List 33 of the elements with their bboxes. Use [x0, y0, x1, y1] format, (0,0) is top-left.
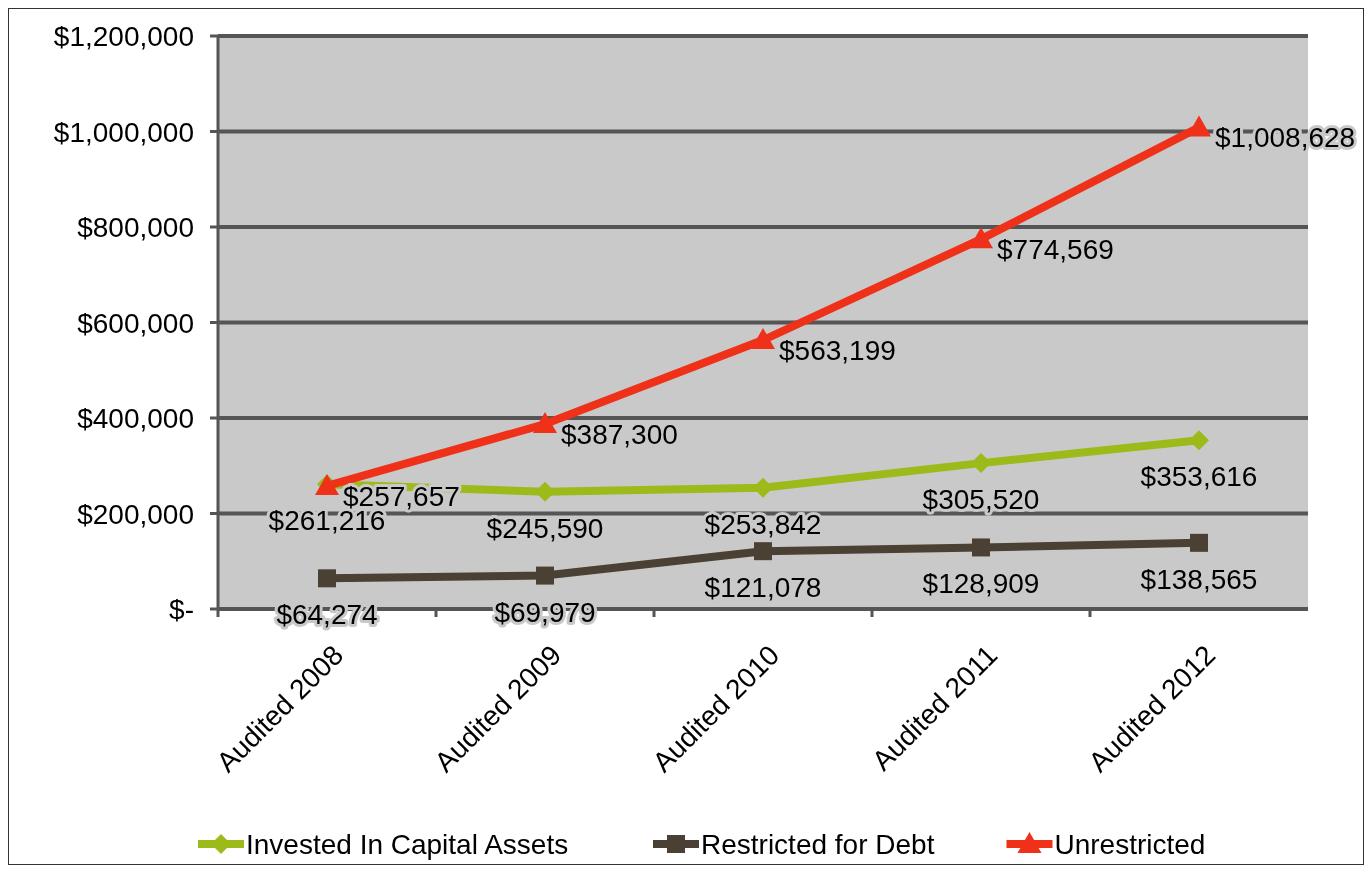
point	[751, 328, 775, 350]
y-tick-label: $400,000	[77, 403, 194, 434]
data-label: $774,569	[997, 234, 1114, 266]
point	[1187, 115, 1211, 137]
y-tick-label: $1,200,000	[53, 21, 194, 52]
point	[318, 569, 336, 588]
point	[533, 412, 557, 434]
y-tick-label: $600,000	[77, 307, 194, 339]
legend-label: Unrestricted	[1054, 829, 1206, 860]
legend-label: Restricted for Debt	[701, 829, 935, 860]
y-tick-label: $200,000	[77, 498, 194, 530]
legend-label: Invested In Capital Assets	[246, 829, 569, 860]
point	[971, 453, 991, 474]
point	[535, 481, 555, 502]
point	[753, 477, 773, 498]
y-tick-label: $1,000,000	[53, 116, 194, 148]
data-label: $563,199	[779, 335, 896, 367]
point	[972, 538, 990, 557]
data-label: $121,078	[704, 572, 822, 604]
y-tick-label: $800,000	[77, 212, 194, 243]
data-label: $353,616	[1140, 461, 1258, 493]
point	[1190, 533, 1208, 552]
point	[536, 566, 554, 585]
point	[969, 227, 993, 249]
data-label: $128,909	[922, 568, 1040, 600]
data-label: $387,300	[561, 419, 678, 451]
data-label: $138,565	[1140, 563, 1258, 595]
data-label: $305,520	[922, 484, 1040, 516]
data-label: $253,842	[704, 508, 822, 540]
point	[1189, 430, 1209, 451]
data-label: $245,590	[486, 512, 604, 544]
point	[754, 542, 772, 561]
y-tick-label: $-	[169, 594, 194, 625]
